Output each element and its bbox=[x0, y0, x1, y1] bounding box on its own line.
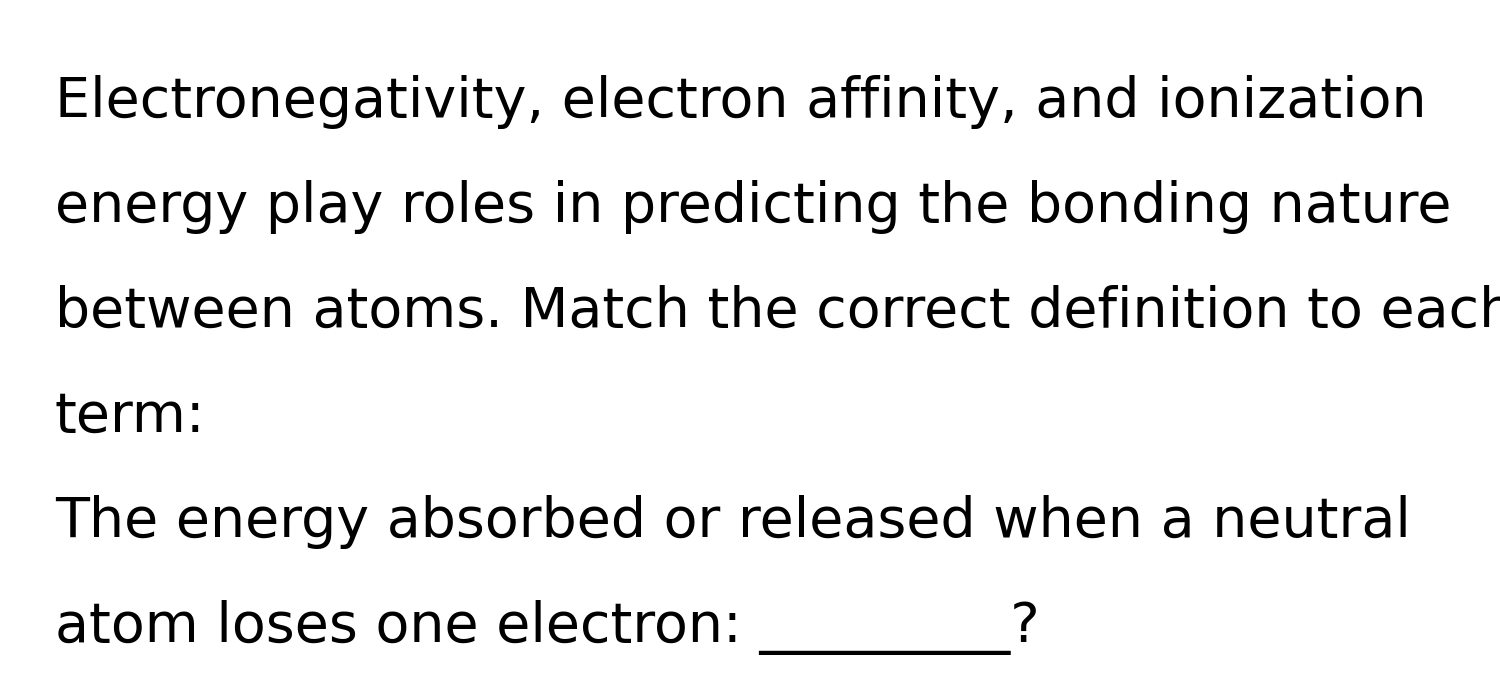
Text: Electronegativity, electron affinity, and ionization: Electronegativity, electron affinity, an… bbox=[56, 75, 1426, 129]
Text: between atoms. Match the correct definition to each: between atoms. Match the correct definit… bbox=[56, 285, 1500, 339]
Text: energy play roles in predicting the bonding nature: energy play roles in predicting the bond… bbox=[56, 180, 1452, 234]
Text: atom loses one electron: _________?: atom loses one electron: _________? bbox=[56, 600, 1040, 655]
Text: The energy absorbed or released when a neutral: The energy absorbed or released when a n… bbox=[56, 495, 1411, 549]
Text: term:: term: bbox=[56, 390, 206, 444]
